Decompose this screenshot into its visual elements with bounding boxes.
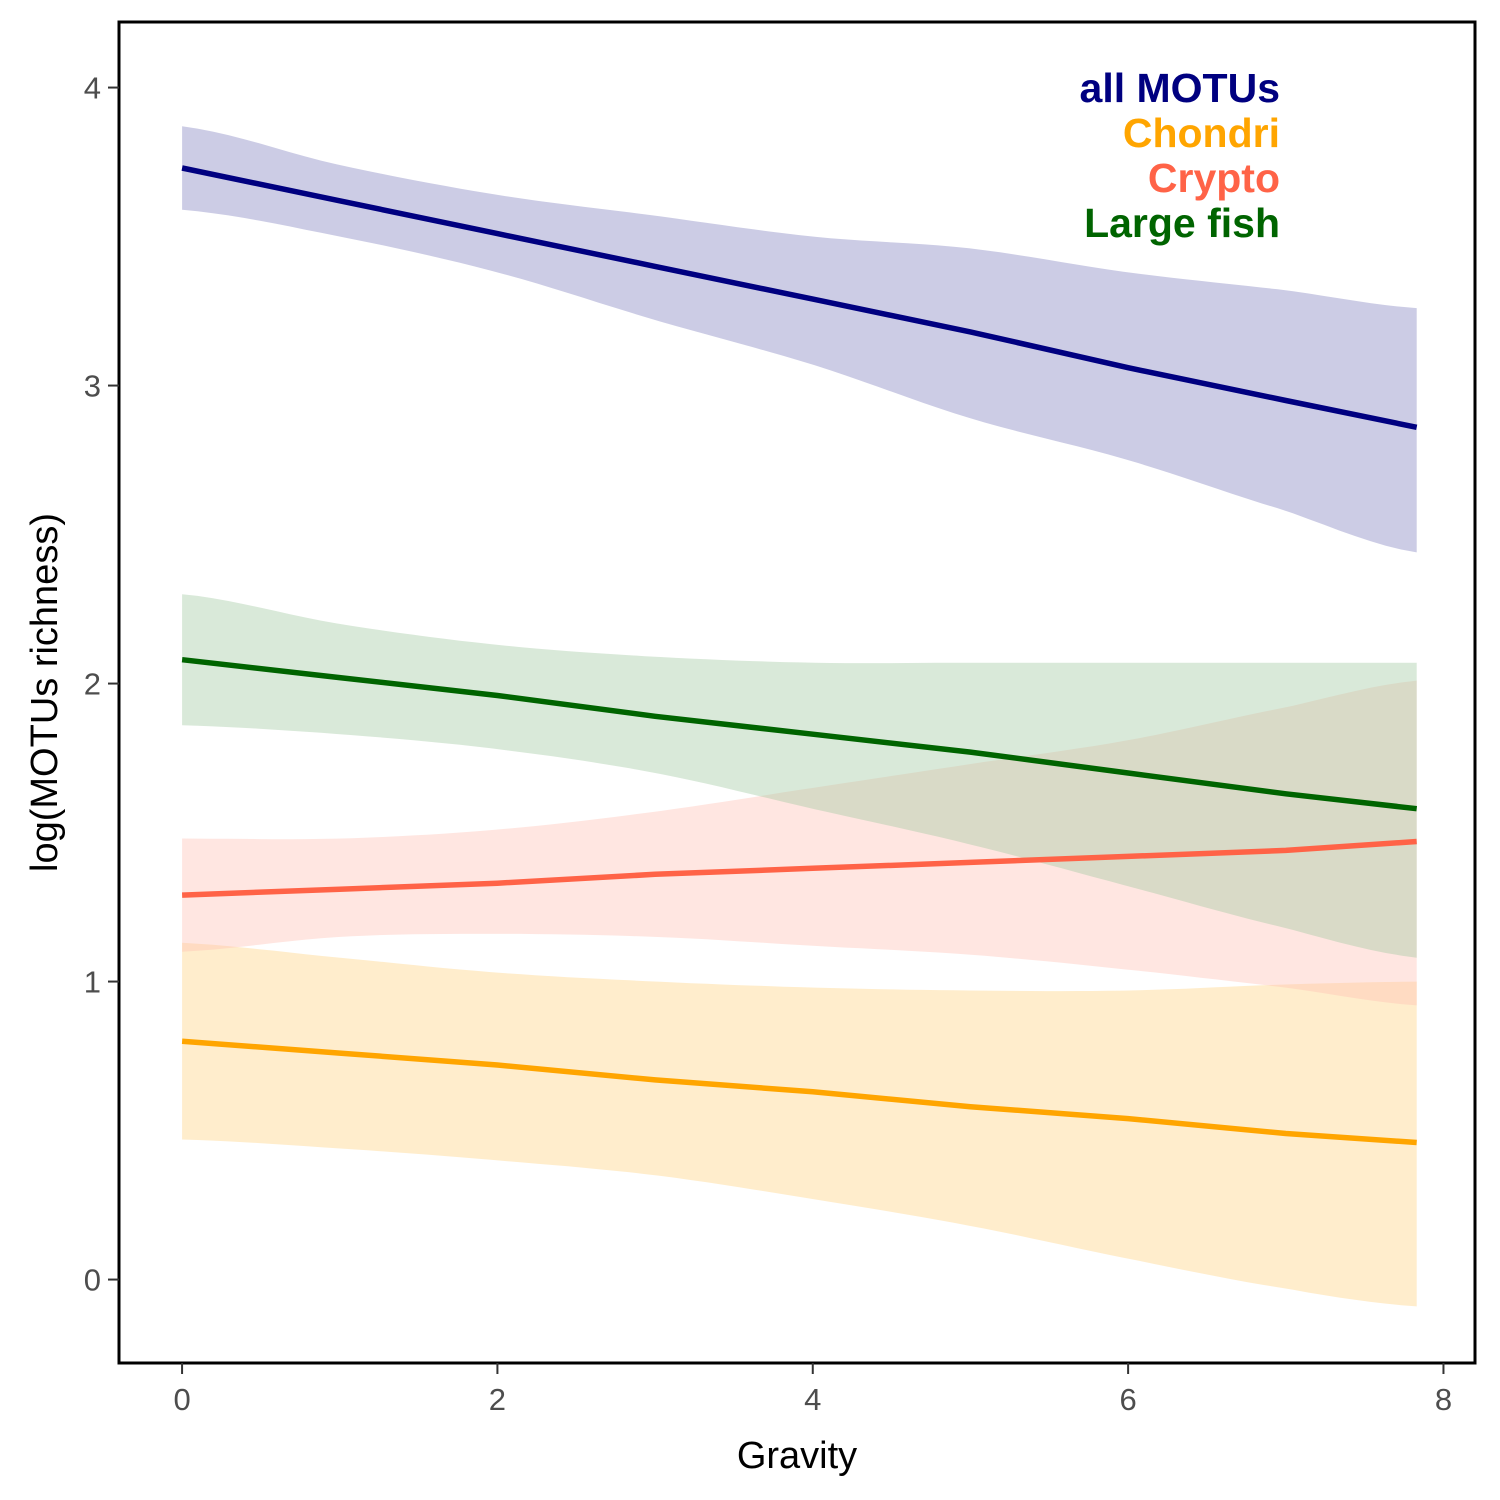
plot-panel-border — [117, 20, 1477, 1365]
series-lines — [181, 165, 1418, 1146]
confidence-band-crypto — [182, 680, 1417, 1006]
y-tick-label: 1 — [84, 965, 101, 1000]
y-axis-title: log(MOTUs richness) — [24, 513, 66, 872]
y-tick-label: 2 — [84, 667, 101, 702]
legend-entry-large-fish: Large fish — [1084, 200, 1280, 246]
x-axis-title: Gravity — [737, 1435, 857, 1477]
series-line-all-motus — [181, 165, 1418, 430]
x-tick-label: 2 — [489, 1382, 506, 1417]
y-tick-label: 0 — [84, 1263, 101, 1298]
confidence-band-chondri — [182, 942, 1417, 1307]
x-tick-label: 4 — [804, 1382, 821, 1417]
x-tick-label: 6 — [1119, 1382, 1136, 1417]
x-axis: 0 2 4 6 8 — [173, 1363, 1452, 1417]
legend-entry-all-motus: all MOTUs — [1080, 65, 1280, 111]
confidence-bands — [182, 126, 1417, 1307]
y-tick-label: 4 — [84, 71, 101, 106]
x-tick-label: 0 — [173, 1382, 190, 1417]
x-tick-label: 8 — [1435, 1382, 1452, 1417]
confidence-band-large-fish — [182, 594, 1417, 958]
y-tick-label: 3 — [84, 369, 101, 404]
series-line-crypto — [181, 838, 1417, 898]
y-axis: 0 1 2 3 4 — [84, 71, 119, 1298]
legend-entry-chondri: Chondri — [1123, 110, 1280, 156]
series-line-large-fish — [181, 656, 1418, 812]
legend-entry-crypto: Crypto — [1148, 155, 1280, 201]
series-line-chondri — [181, 1038, 1417, 1146]
